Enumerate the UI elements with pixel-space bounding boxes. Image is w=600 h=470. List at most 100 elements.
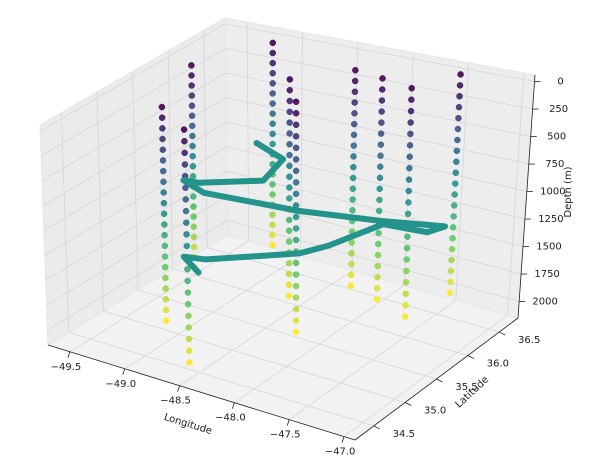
profile-point	[183, 219, 190, 226]
profile-point	[181, 137, 188, 145]
grid-line	[225, 72, 531, 137]
y-tick	[436, 378, 443, 383]
profile-point	[406, 142, 414, 149]
profile-point	[455, 114, 462, 122]
profile-point	[188, 122, 196, 130]
profile-point	[269, 130, 276, 138]
profile-point	[292, 133, 300, 140]
profile-point	[292, 317, 300, 324]
profile-point	[447, 278, 454, 286]
profile-point	[269, 49, 276, 57]
profile-point	[286, 130, 293, 137]
grid-line	[60, 112, 70, 333]
profile-point	[292, 156, 300, 163]
profile-point	[285, 281, 293, 289]
profile-point	[407, 119, 414, 126]
grid-line	[226, 146, 526, 220]
z-tick-label: 0	[557, 77, 563, 88]
profile-point	[269, 100, 276, 107]
profile-point	[269, 120, 276, 128]
profile-point	[160, 189, 167, 196]
trajectory	[180, 140, 449, 276]
profile-point	[292, 271, 300, 278]
profile-point	[160, 178, 167, 186]
profile-point	[349, 185, 357, 192]
profile-point	[347, 271, 355, 279]
profile-point	[269, 39, 277, 47]
profile-point	[349, 174, 357, 182]
profile-point	[189, 132, 196, 140]
profile-point	[286, 76, 294, 83]
profile-point	[402, 301, 409, 309]
profile-point	[375, 207, 383, 215]
profile-point	[403, 267, 410, 275]
axes: −49.5 −49.0 −48.5 −48.0 −47.5 −47.0 34.5 35.0 35…	[47, 74, 568, 458]
grid-line	[47, 219, 229, 331]
profile-point	[161, 242, 169, 250]
profile-point	[457, 71, 464, 78]
grid-line	[44, 146, 227, 256]
grid-line	[68, 331, 374, 427]
profile-point	[269, 221, 276, 229]
profile-point	[292, 294, 300, 301]
profile-point	[376, 196, 383, 204]
profile-point	[350, 120, 358, 128]
profile-point	[456, 93, 463, 100]
profile-point	[292, 98, 300, 106]
profile-point	[286, 151, 293, 159]
profile-point	[180, 126, 188, 133]
profile-point	[292, 179, 300, 186]
y-tick-label: 35.0	[424, 405, 446, 416]
profile-point	[292, 259, 300, 267]
profile-point	[405, 199, 412, 206]
profile-point	[285, 259, 293, 267]
profile-point	[188, 62, 195, 69]
profile-point	[292, 121, 300, 129]
profile-point	[286, 141, 293, 148]
profile-point	[401, 313, 409, 320]
profile-point	[350, 163, 357, 171]
profile-point	[350, 131, 358, 139]
profile-point	[374, 273, 381, 281]
profile-point	[404, 233, 411, 240]
profile-point	[407, 130, 414, 138]
z-tick-label: 1750	[534, 269, 559, 280]
grid-line	[132, 71, 139, 291]
x-tick	[67, 351, 71, 358]
grid-line	[300, 32, 303, 256]
profile-point	[269, 231, 276, 239]
z-tick-label: 500	[547, 132, 566, 143]
z-tick-label: 1000	[540, 187, 565, 198]
profile-point	[269, 69, 276, 77]
y-tick	[373, 425, 380, 430]
profile-point	[374, 251, 382, 259]
profile-point	[188, 102, 196, 109]
profile-point	[408, 85, 415, 92]
profile-point	[285, 227, 293, 235]
profile-point	[286, 108, 293, 116]
profile-point	[403, 244, 411, 252]
profile-point	[269, 140, 276, 148]
profile-point	[406, 153, 413, 161]
x-tick	[232, 402, 235, 409]
profile-point	[184, 277, 191, 285]
profile-point	[162, 274, 169, 282]
grid-line	[203, 30, 208, 248]
profile-point	[186, 359, 193, 366]
profile-point	[269, 191, 276, 198]
profile-point	[348, 250, 355, 257]
profile-point	[402, 279, 410, 286]
x-tick	[341, 436, 345, 443]
profile-point	[447, 267, 455, 275]
grid-line	[246, 22, 250, 241]
profile-point	[181, 149, 188, 157]
profile-point	[159, 146, 167, 153]
profile-point	[285, 292, 293, 299]
profile-point	[269, 181, 276, 188]
profile-point	[373, 296, 381, 303]
profile-point	[374, 262, 381, 270]
x-tick	[286, 419, 290, 426]
grid-line	[226, 121, 527, 192]
profile-point	[292, 282, 300, 290]
